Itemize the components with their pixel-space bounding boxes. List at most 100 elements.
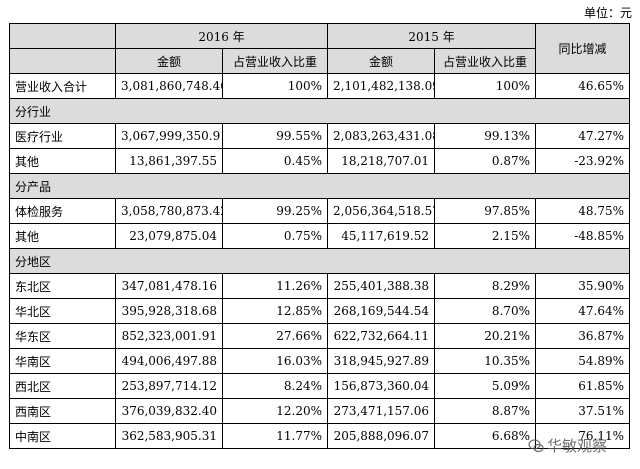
cell-yoy: -23.92% [535,148,631,174]
cell-r2016: 8.24% [221,373,329,399]
total-amount-2016: 3,081,860,748.46 [115,73,223,99]
section-title: 分产品 [8,173,631,199]
cell-yoy: 76.11% [535,423,631,449]
cell-a2015: 2,083,263,431.08 [327,123,436,149]
table-row: 华北区 395,928,318.68 12.85% 268,169,544.54 8.7… [9,298,631,324]
cell-a2016: 253,897,714.12 [115,373,223,399]
cell-a2016: 494,006,497.88 [115,348,223,374]
section-row: 分产品 [8,173,631,199]
cell-a2015: 2,056,364,518.57 [327,198,436,224]
row-label: 体检服务 [9,198,116,224]
cell-yoy: 35.90% [535,273,631,299]
wechat-icon [528,438,544,452]
watermark: 华敏观察 [528,435,607,456]
cell-r2015: 10.35% [434,348,537,374]
row-label: 东北区 [9,273,116,299]
table-row: 西南区 376,039,832.40 12.20% 273,471,157.06 8.8… [9,398,631,424]
unit-label: 单位：元 [583,6,632,20]
cell-r2015: 8.29% [434,273,537,299]
cell-yoy: -48.85% [535,223,631,249]
row-label: 其他 [9,223,116,249]
cell-r2016: 0.45% [221,148,329,174]
total-ratio-2016: 100% [221,73,329,99]
row-label: 中南区 [9,423,116,449]
header-blank-2 [9,48,116,74]
cell-a2016: 3,058,780,873.42 [115,198,223,224]
cell-r2016: 12.20% [221,398,329,424]
cell-yoy: 61.85% [535,373,631,399]
cell-a2015: 255,401,388.38 [327,273,436,299]
section-title: 分行业 [8,98,631,124]
cell-r2015: 0.87% [434,148,537,174]
watermark-text: 华敏观察 [547,437,608,455]
cell-a2015: 622,732,664.11 [327,323,436,349]
cell-a2015: 45,117,619.52 [327,223,436,249]
total-row: 营业收入合计 3,081,860,748.46 100% 2,101,482,1… [9,73,631,99]
cell-r2016: 12.85% [221,298,329,324]
total-amount-2015: 2,101,482,138.09 [327,73,436,99]
table-row: 华南区 494,006,497.88 16.03% 318,945,927.89 10.… [9,348,631,374]
header-2015: 2015 年 [327,23,537,49]
cell-r2016: 16.03% [221,348,329,374]
row-label: 华东区 [9,323,116,349]
header-amount-2015: 金额 [327,48,436,74]
header-2016: 2016 年 [114,23,329,49]
table-row: 其他 13,861,397.55 0.45% 18,218,707.01 0.87% -2… [9,148,631,174]
cell-yoy: 54.89% [535,348,631,374]
cell-a2016: 23,079,875.04 [115,223,223,249]
cell-r2015: 8.70% [434,298,537,324]
table-row: 其他 23,079,875.04 0.75% 45,117,619.52 2.15% -4… [9,223,631,249]
cell-a2016: 347,081,478.16 [115,273,223,299]
cell-a2016: 395,928,318.68 [115,298,223,324]
cell-r2015: 2.15% [434,223,537,249]
row-label: 西南区 [9,398,116,424]
cell-r2015: 5.09% [434,373,537,399]
header-amount-2016: 金额 [115,48,223,74]
cell-a2015: 273,471,157.06 [327,398,436,424]
section-row: 分行业 [8,98,631,124]
row-label: 其他 [9,148,116,174]
revenue-table: 2016 年 2015 年 同比增减 金额 占营业收入比重 金额 占营业收入比重… [8,23,631,449]
cell-r2016: 99.55% [221,123,329,149]
cell-a2015: 18,218,707.01 [327,148,436,174]
total-yoy: 46.65% [535,73,631,99]
cell-r2015: 8.87% [434,398,537,424]
cell-a2015: 205,888,096.07 [327,423,436,449]
cell-yoy: 36.87% [535,323,631,349]
cell-r2016: 11.77% [221,423,329,449]
row-label: 医疗行业 [9,123,116,149]
cell-a2016: 376,039,832.40 [115,398,223,424]
cell-r2015: 6.68% [434,423,537,449]
table-row: 中南区 362,583,905.31 11.77% 205,888,096.07 6.6… [9,423,631,449]
cell-a2016: 3,067,999,350.91 [115,123,223,149]
total-ratio-2015: 100% [434,73,537,99]
cell-yoy: 48.75% [535,198,631,224]
header-ratio-2015: 占营业收入比重 [434,48,537,74]
cell-r2016: 27.66% [221,323,329,349]
cell-a2016: 362,583,905.31 [115,423,223,449]
cell-a2015: 318,945,927.89 [327,348,436,374]
cell-r2016: 11.26% [221,273,329,299]
cell-r2015: 99.13% [434,123,537,149]
cell-yoy: 37.51% [535,398,631,424]
table-row: 医疗行业 3,067,999,350.91 99.55% 2,083,263,431.… [9,123,631,149]
total-label: 营业收入合计 [9,73,116,99]
cell-r2016: 99.25% [221,198,329,224]
cell-yoy: 47.27% [535,123,631,149]
table-row: 东北区 347,081,478.16 11.26% 255,401,388.38 8.2… [9,273,631,299]
cell-a2015: 156,873,360.04 [327,373,436,399]
cell-yoy: 47.64% [535,298,631,324]
header-yoy: 同比增减 [535,23,631,74]
row-label: 西北区 [9,373,116,399]
cell-a2016: 852,323,001.91 [115,323,223,349]
table-row: 体检服务 3,058,780,873.42 99.25% 2,056,364,518.… [9,198,631,224]
section-title: 分地区 [8,248,631,274]
cell-a2015: 268,169,544.54 [327,298,436,324]
cell-r2016: 0.75% [221,223,329,249]
row-label: 华南区 [9,348,116,374]
header-blank [9,23,116,49]
table-row: 西北区 253,897,714.12 8.24% 156,873,360.04 5.09… [9,373,631,399]
cell-r2015: 97.85% [434,198,537,224]
header-row-years: 2016 年 2015 年 同比增减 [9,23,631,74]
section-row: 分地区 [8,248,631,274]
